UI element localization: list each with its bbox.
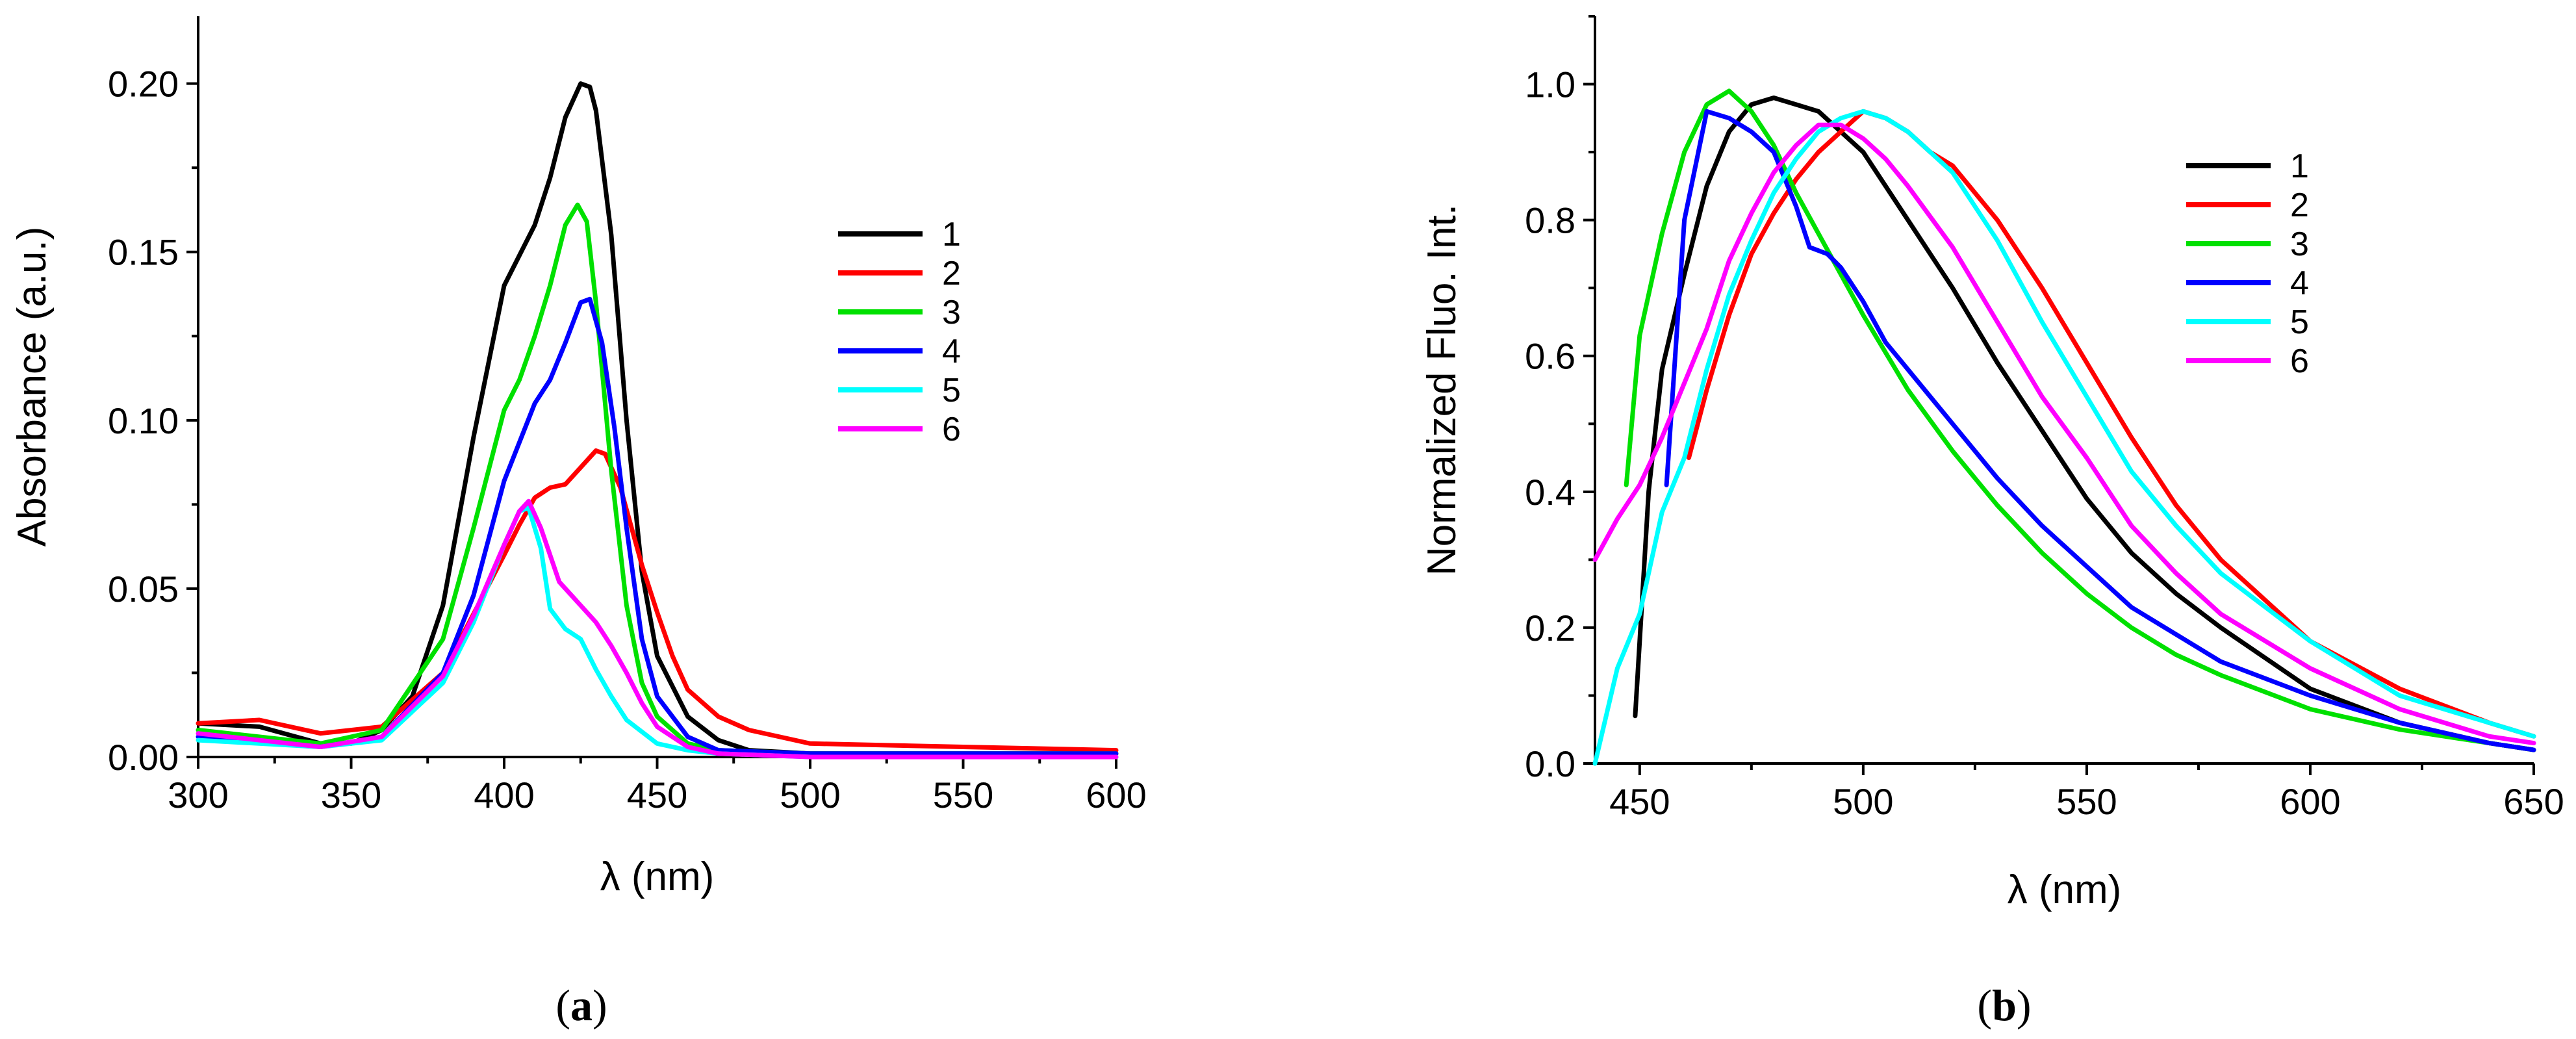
y-tick-label: 0.05 [108,569,179,609]
y-tick-label: 0.0 [1525,743,1575,784]
panel-b-fluorescence-chart: 450 500 550 600 650 0.0 0.2 0.4 0.6 0.8 1.0 λ (nm) N… [1420,15,2564,912]
series-line-3 [1624,88,2536,752]
legend-label-2: 2 [942,255,961,292]
x-tick-label: 350 [321,775,381,815]
x-tick-label: 500 [780,775,840,815]
y-tick-label: 1.0 [1525,64,1575,105]
series-line-5 [196,506,1119,760]
legend-label-4: 4 [2290,264,2309,302]
series-line-3 [196,202,1119,756]
y-tick-label: 0.2 [1525,608,1575,648]
y-tick-label: 0.6 [1525,336,1575,377]
series-line-1 [196,81,1119,756]
panel-a-absorbance-chart: 300 350 400 450 500 550 600 0.00 0.05 0.10 0.15 0.2… [10,16,1147,899]
x-tick-label: 650 [2503,781,2564,822]
series-line-6 [196,498,1119,760]
series-line-4 [196,296,1119,756]
x-tick-label: 300 [168,775,228,815]
x-tick-label: 400 [474,775,534,815]
legend-label-5: 5 [942,372,961,409]
x-tick-label: 600 [2280,781,2340,822]
legend-label-3: 3 [942,294,961,331]
x-tick-label: 600 [1086,775,1146,815]
x-tick-label: 450 [1609,781,1670,822]
series-line-2 [1687,109,2536,739]
series-line-4 [1664,109,2536,752]
y-tick-label: 0.20 [108,64,179,105]
legend-label-3: 3 [2290,225,2309,263]
x-tick-label: 550 [933,775,993,815]
x-tick-label: 550 [2056,781,2117,822]
y-tick-label: 0.00 [108,737,179,778]
legend-label-4: 4 [942,333,961,370]
y-tick-label: 0.4 [1525,472,1575,513]
legend-label-1: 1 [2290,148,2309,185]
x-tick-label: 500 [1833,781,1893,822]
legend-label-2: 2 [2290,186,2309,224]
series-line-2 [196,448,1119,753]
x-axis-title: λ (nm) [2008,867,2122,912]
series-line-6 [1592,122,2536,746]
legend-label-6: 6 [942,411,961,448]
y-axis-title: Absorbance (a.u.) [10,227,55,547]
legend-label-6: 6 [2290,342,2309,380]
y-tick-label: 0.10 [108,400,179,441]
panel-a-caption: (a) [555,981,607,1030]
series-line-5 [1592,109,2536,766]
panel-b-caption: (b) [1977,981,2031,1030]
x-tick-label: 450 [627,775,687,815]
legend-label-5: 5 [2290,303,2309,341]
x-axis-title: λ (nm) [600,854,715,899]
legend-label-1: 1 [942,216,961,253]
series-line-1 [1633,96,2536,752]
y-axis-title: Normalized Fluo. Int. [1420,204,1464,576]
y-tick-label: 0.8 [1525,200,1575,241]
y-tick-label: 0.15 [108,232,179,273]
